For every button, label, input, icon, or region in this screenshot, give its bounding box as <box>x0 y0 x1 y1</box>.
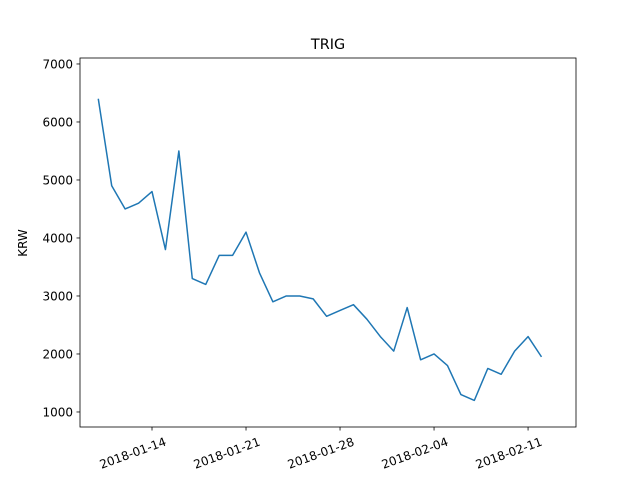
y-tick-label: 5000 <box>42 173 73 187</box>
y-tick-label: 7000 <box>42 57 73 71</box>
y-tick-label: 6000 <box>42 115 73 129</box>
y-axis-label: KRW <box>16 229 30 257</box>
y-tick-label: 2000 <box>42 347 73 361</box>
y-tick-label: 4000 <box>42 231 73 245</box>
y-tick-label: 3000 <box>42 289 73 303</box>
y-tick-label: 1000 <box>42 405 73 419</box>
price-line <box>97 98 543 402</box>
chart-title: TRIG <box>310 37 345 53</box>
axes-frame <box>79 57 577 428</box>
